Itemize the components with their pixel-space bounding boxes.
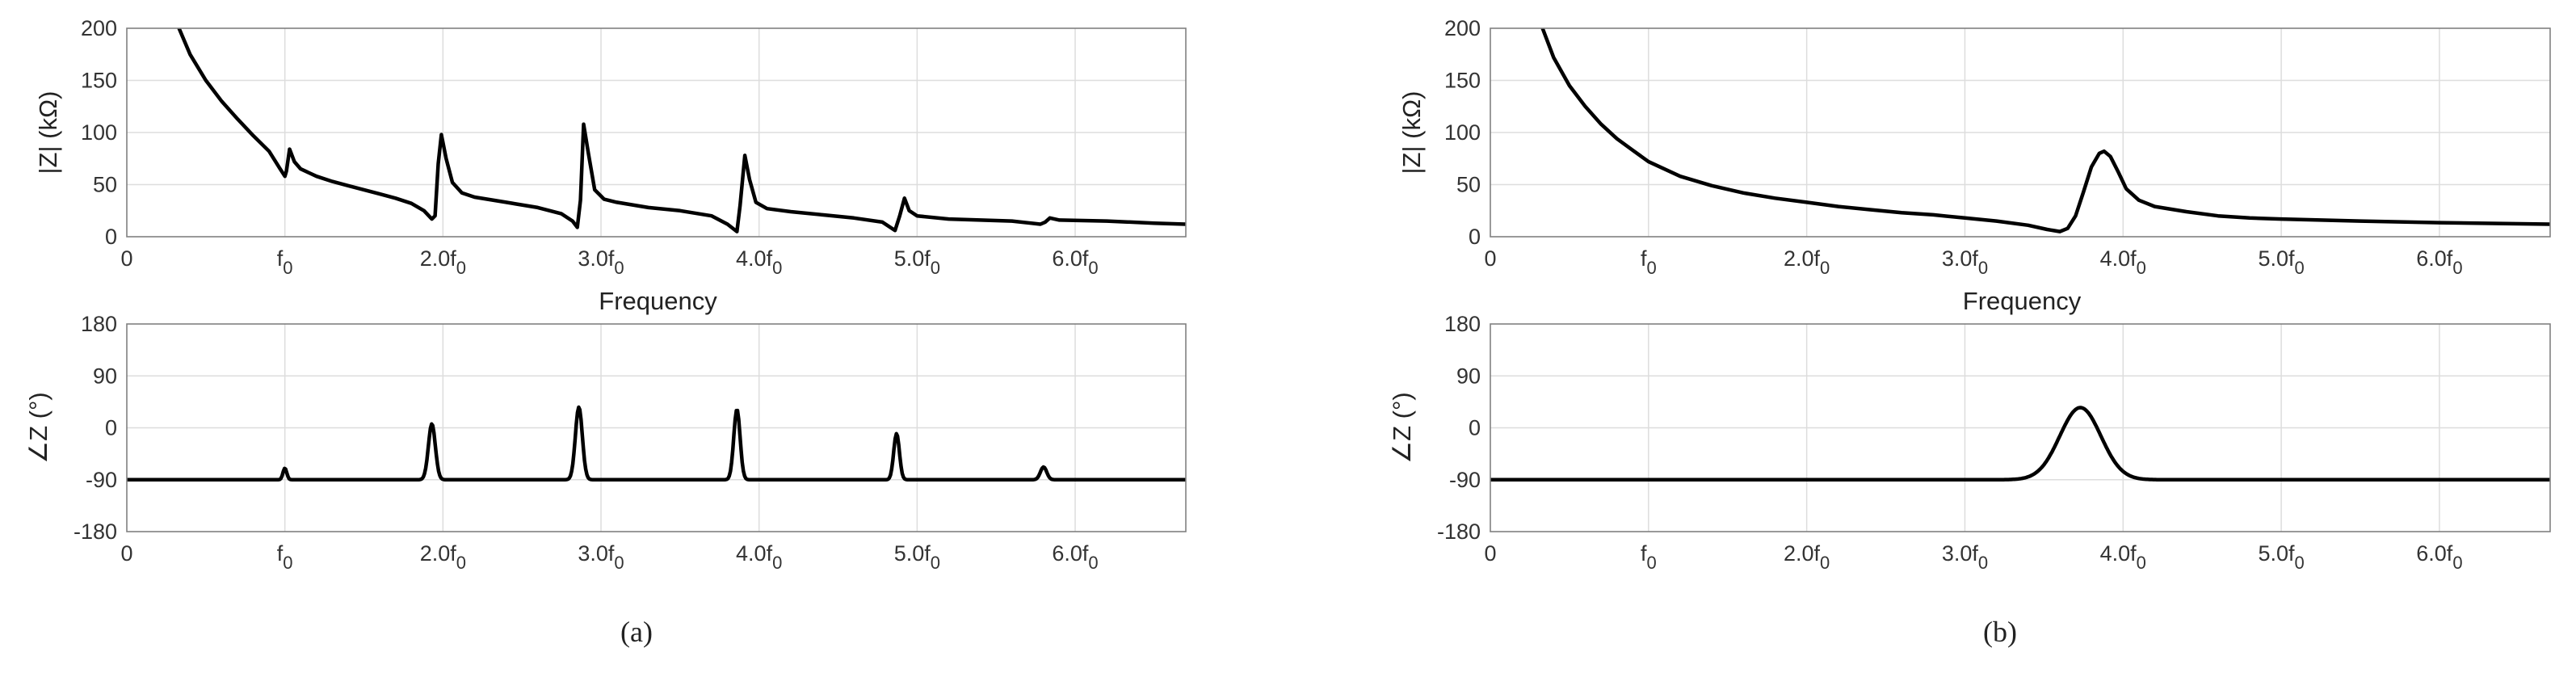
y-tick-label: 100 [1444,120,1481,145]
x-tick-label: 4.0f0 [736,541,782,573]
impedance-curve [177,28,1186,233]
y-tick-label: 90 [1456,364,1481,388]
y-tick-label: 50 [93,173,117,197]
impedance-curve [1540,28,2550,233]
x-tick-label: 3.0f0 [578,246,624,278]
x-tick-label: 0 [120,541,132,566]
x-tick-label: 0 [120,246,132,271]
x-tick-label: 5.0f0 [2258,541,2304,573]
plot-frame [1490,323,2551,532]
y-tick-label: 0 [1469,225,1481,249]
x-tick-label: 6.0f0 [2416,246,2462,278]
x-tick-label: f0 [1641,541,1657,573]
x-tick-label: 2.0f0 [1784,541,1830,573]
y-tick-label: -90 [86,468,117,492]
x-tick-label: 5.0f0 [894,246,940,278]
x-tick-label: f0 [277,541,293,573]
x-tick-label: 3.0f0 [1942,246,1988,278]
x-tick-label: 6.0f0 [2416,541,2462,573]
x-tick-label: f0 [1641,246,1657,278]
y-tick-label: 50 [1456,173,1481,197]
y-tick-label: 0 [1469,416,1481,440]
x-tick-label: 2.0f0 [420,246,466,278]
x-tick-label: 0 [1484,541,1496,566]
x-axis-label: Frequency [599,287,717,315]
x-tick-label: 2.0f0 [1784,246,1830,278]
y-axis-label: |Z| (kΩ) [34,91,62,175]
y-tick-label: 150 [1444,69,1481,93]
plot-frame [126,27,1187,238]
y-tick-label: -180 [1437,519,1481,544]
x-tick-label: 5.0f0 [2258,246,2304,278]
x-tick-label: 4.0f0 [2100,246,2146,278]
y-tick-label: 0 [105,416,117,440]
caption-a: (a) [620,616,653,648]
y-axis-label: |Z| (kΩ) [1397,91,1426,175]
y-tick-label: 150 [81,69,117,93]
x-tick-label: 3.0f0 [1942,541,1988,573]
y-tick-label: 180 [81,312,117,336]
x-tick-label: 3.0f0 [578,541,624,573]
x-tick-label: 2.0f0 [420,541,466,573]
y-tick-label: -180 [74,519,117,544]
x-tick-label: 4.0f0 [2100,541,2146,573]
x-tick-label: 6.0f0 [1052,246,1098,278]
caption-b: (b) [1983,616,2017,648]
impedance-curve [1490,406,2550,482]
y-axis-label: ∠Z (°) [24,392,53,463]
panel-a-magnitude: 0 f0 2.0f0 3.0f0 4.0f0 5.0f0 6.0f0 0 50 100 150 200… [34,16,1187,315]
y-tick-label: 200 [81,16,117,40]
panel-b-phase: 0 f0 2.0f0 3.0f0 4.0f0 5.0f0 6.0f0 -180 -90 0 90 18… [1388,312,2551,573]
plot-frame [126,323,1187,532]
x-tick-label: 0 [1484,246,1496,271]
y-tick-label: 100 [81,120,117,145]
panel-b-magnitude: 0 f0 2.0f0 3.0f0 4.0f0 5.0f0 6.0f0 0 50 100 150 200… [1397,16,2551,315]
x-tick-label: 5.0f0 [894,541,940,573]
x-tick-label: 4.0f0 [736,246,782,278]
plot-frame [1490,27,2551,238]
y-tick-label: -90 [1449,468,1481,492]
y-tick-label: 200 [1444,16,1481,40]
panel-a-phase: 0 f0 2.0f0 3.0f0 4.0f0 5.0f0 6.0f0 -180 -90 0 90 18… [24,312,1187,573]
x-tick-label: 6.0f0 [1052,541,1098,573]
x-tick-label: f0 [277,246,293,278]
y-tick-label: 180 [1444,312,1481,336]
y-tick-label: 90 [93,364,117,388]
x-axis-label: Frequency [1963,287,2082,315]
y-tick-label: 0 [105,225,117,249]
impedance-curve [127,405,1186,482]
y-axis-label: ∠Z (°) [1388,392,1416,463]
